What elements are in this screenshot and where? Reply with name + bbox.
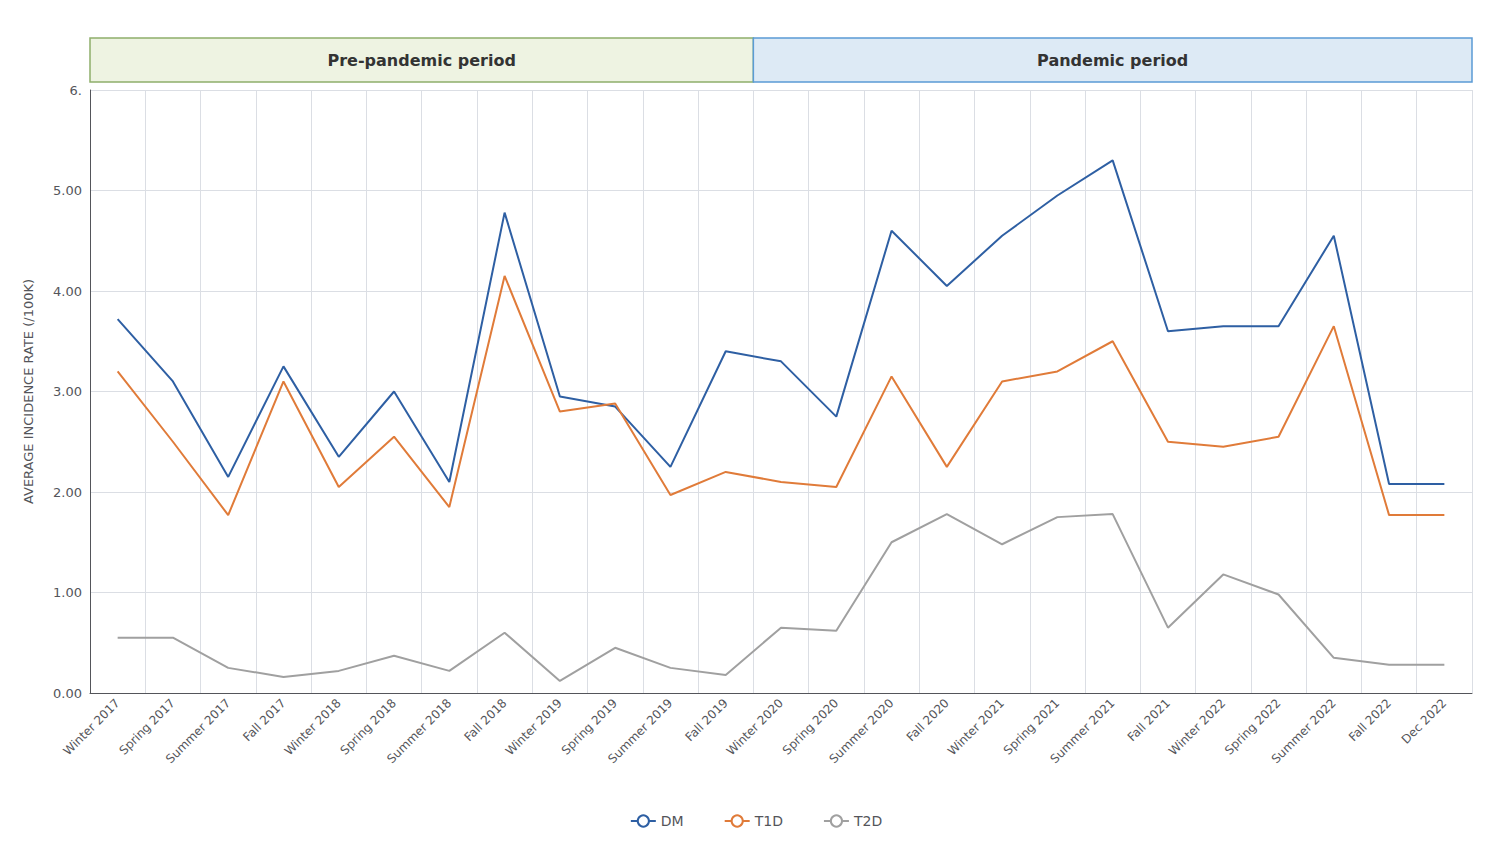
svg-text:Dec 2022: Dec 2022 bbox=[1399, 696, 1450, 747]
svg-text:Winter 2017: Winter 2017 bbox=[60, 696, 122, 758]
svg-text:Fall 2019: Fall 2019 bbox=[683, 696, 731, 744]
svg-text:Winter 2018: Winter 2018 bbox=[282, 696, 344, 758]
svg-text:6.: 6. bbox=[70, 83, 82, 98]
svg-text:4.00: 4.00 bbox=[53, 284, 82, 299]
svg-text:Summer 2022: Summer 2022 bbox=[1269, 696, 1339, 766]
svg-text:1.00: 1.00 bbox=[53, 585, 82, 600]
svg-text:Spring 2022: Spring 2022 bbox=[1222, 696, 1284, 758]
svg-text:2.00: 2.00 bbox=[53, 485, 82, 500]
svg-text:Summer 2019: Summer 2019 bbox=[605, 696, 675, 766]
svg-text:Spring 2019: Spring 2019 bbox=[559, 696, 621, 758]
svg-text:T2D: T2D bbox=[853, 813, 882, 829]
svg-text:Fall 2018: Fall 2018 bbox=[461, 696, 509, 744]
svg-text:0.00: 0.00 bbox=[53, 686, 82, 701]
svg-text:Summer 2020: Summer 2020 bbox=[826, 696, 896, 766]
svg-text:Winter 2022: Winter 2022 bbox=[1166, 696, 1228, 758]
svg-text:Summer 2017: Summer 2017 bbox=[163, 696, 233, 766]
svg-text:Summer 2018: Summer 2018 bbox=[384, 696, 454, 766]
svg-text:Spring 2020: Spring 2020 bbox=[780, 696, 842, 758]
svg-text:Fall 2022: Fall 2022 bbox=[1346, 696, 1394, 744]
svg-text:Fall 2021: Fall 2021 bbox=[1125, 696, 1173, 744]
svg-text:AVERAGE INCIDENCE RATE (/100K): AVERAGE INCIDENCE RATE (/100K) bbox=[21, 279, 36, 504]
svg-text:Summer 2021: Summer 2021 bbox=[1048, 696, 1118, 766]
svg-text:Fall 2017: Fall 2017 bbox=[240, 696, 288, 744]
svg-text:Winter 2021: Winter 2021 bbox=[945, 696, 1007, 758]
svg-text:Winter 2019: Winter 2019 bbox=[503, 696, 565, 758]
svg-text:Pre-pandemic period: Pre-pandemic period bbox=[327, 51, 515, 70]
svg-text:Spring 2017: Spring 2017 bbox=[116, 696, 178, 758]
svg-text:Fall 2020: Fall 2020 bbox=[904, 696, 952, 744]
svg-text:Pandemic period: Pandemic period bbox=[1037, 51, 1188, 70]
svg-text:Spring 2018: Spring 2018 bbox=[337, 696, 399, 758]
svg-text:3.00: 3.00 bbox=[53, 384, 82, 399]
svg-text:DM: DM bbox=[661, 813, 684, 829]
svg-text:Spring 2021: Spring 2021 bbox=[1001, 696, 1063, 758]
svg-text:Winter 2020: Winter 2020 bbox=[724, 696, 786, 758]
svg-text:T1D: T1D bbox=[754, 813, 783, 829]
svg-text:5.00: 5.00 bbox=[53, 183, 82, 198]
